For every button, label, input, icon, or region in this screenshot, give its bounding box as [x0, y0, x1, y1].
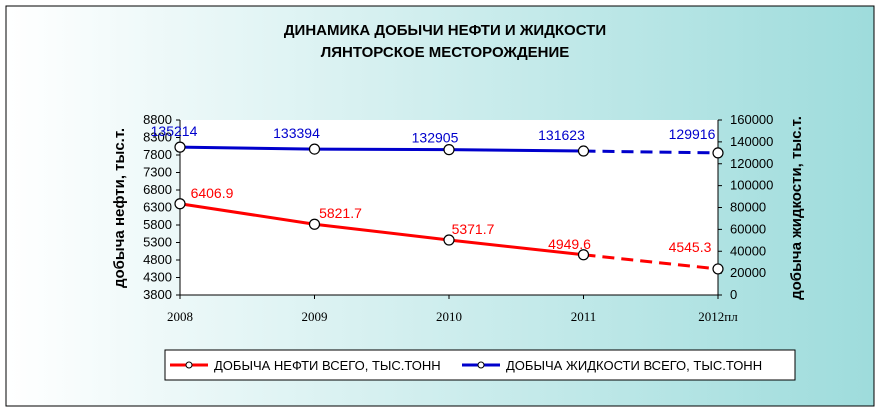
- y-right-tick-label: 80000: [730, 200, 766, 215]
- series-1-point: [308, 143, 321, 155]
- y-right-tick-label: 100000: [730, 178, 773, 193]
- y-left-tick-label: 3800: [143, 287, 172, 302]
- series-0-segment: [314, 222, 450, 242]
- series-0-segment: [448, 238, 584, 257]
- chart-title-line1: ДИНАМИКА ДОБЫЧИ НЕФТИ И ЖИДКОСТИ: [284, 22, 606, 39]
- x-tick-label: 2008: [167, 309, 193, 324]
- series-0-data-label: 4545.3: [669, 239, 712, 255]
- y-left-tick-label: 8800: [143, 112, 172, 127]
- y-left-tick-label: 7300: [143, 165, 172, 180]
- y-right-tick-label: 60000: [730, 221, 766, 236]
- y-left-tick-label: 6800: [143, 182, 172, 197]
- chart-title-line2: ЛЯНТОРСКОЕ МЕСТОРОЖДЕНИЕ: [321, 44, 570, 61]
- series-0-data-label: 5821.7: [319, 205, 362, 221]
- y-right-tick-label: 160000: [730, 112, 773, 127]
- series-1-data-label: 133394: [273, 125, 320, 141]
- series-0-point: [174, 198, 186, 210]
- series-0-data-label: 6406.9: [191, 185, 234, 201]
- y-left-tick-label: 4300: [143, 270, 172, 285]
- y-left-tick-label: 6300: [143, 200, 172, 215]
- x-tick-label: 2012пл: [698, 309, 738, 324]
- series-1-point: [443, 144, 455, 156]
- series-1-data-label: 132905: [412, 130, 459, 146]
- series-0-data-label: 5371.7: [452, 221, 495, 237]
- series-1-point: [577, 145, 590, 157]
- y-left-tick-label: 7800: [143, 147, 172, 162]
- legend-box: [164, 349, 796, 381]
- series-0-point: [308, 218, 321, 230]
- series-0-data-label: 4949.6: [548, 236, 591, 252]
- axes: 8800 8300 7800 7300 6800 6300 5800 5300 4800 4300…: [143, 112, 773, 324]
- legend: ДОБЫЧА НЕФТИ ВСЕГО, ТЫС.ТОНН ДОБЫЧА ЖИДК…: [164, 349, 796, 381]
- x-tick-label: 2011: [571, 309, 597, 324]
- x-tick-label: 2009: [302, 309, 328, 324]
- chart-marks: 6406.9 5821.7 5371.7 4949.6 4545.3 135214 1333…: [151, 123, 724, 275]
- series-0-segment: [179, 202, 315, 226]
- series-1-segment: [448, 148, 584, 153]
- y-left-tick-label: 5800: [143, 217, 172, 232]
- series-1-data-label: 135214: [151, 123, 198, 139]
- legend-oil-marker: [185, 361, 193, 369]
- y-right-tick-label: 0: [730, 287, 737, 302]
- y-axis-right-label: добыча жидкости, тыс.т.: [788, 116, 805, 300]
- y-right-tick-label: 40000: [730, 243, 766, 258]
- series-1-segment: [179, 145, 315, 151]
- x-tick-label: 2010: [436, 309, 462, 324]
- series-1-data-label: 129916: [669, 126, 716, 142]
- y-right-tick-label: 20000: [730, 265, 766, 280]
- series-0-point: [577, 249, 590, 261]
- y-axis-left-label: добыча нефти, тыс.т.: [111, 128, 128, 288]
- y-right-tick-label: 120000: [730, 156, 773, 171]
- y-left-tick-label: 5300: [143, 235, 172, 250]
- y-left-tick-label: 8300: [143, 130, 172, 145]
- series-0-point: [443, 234, 455, 246]
- y-left-tick-label: 4800: [143, 252, 172, 267]
- series-1-point: [174, 141, 186, 153]
- series-1-segment: [314, 147, 450, 152]
- series-1-point: [712, 147, 724, 159]
- y-right-tick-label: 140000: [730, 134, 773, 149]
- legend-oil-label: ДОБЫЧА НЕФТИ ВСЕГО, ТЫС.ТОНН: [214, 358, 441, 373]
- series-1-segment: [583, 149, 719, 155]
- legend-liquid-label: ДОБЫЧА ЖИДКОСТИ ВСЕГО, ТЫС.ТОНН: [506, 358, 762, 373]
- series-0-segment: [583, 253, 719, 271]
- series-1-data-label: 131623: [538, 127, 585, 143]
- series-0-point: [712, 263, 724, 275]
- legend-liquid-marker: [477, 361, 485, 369]
